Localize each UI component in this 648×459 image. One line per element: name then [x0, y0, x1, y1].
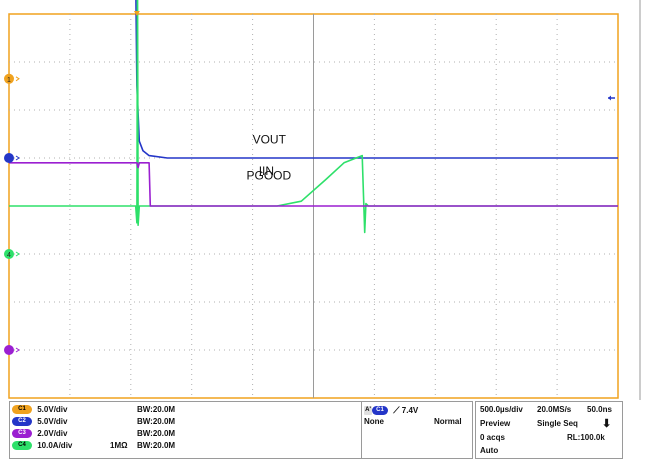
- channel-bw-c2: BW:20.0M: [137, 417, 176, 426]
- channel-row-c3[interactable]: C3 2.0V/div: [12, 428, 67, 440]
- trigger-mode-right: Normal: [434, 417, 462, 426]
- series-line-pgood: [9, 162, 618, 207]
- channel-arrow-3: [15, 251, 20, 257]
- channel-scale-c2: 5.0V/div: [37, 417, 68, 426]
- channel-scale-c1: 5.0V/div: [37, 405, 68, 414]
- channel-chip-c3[interactable]: C3: [12, 429, 32, 439]
- channel-arrow-2: [15, 155, 20, 161]
- trigger-panel[interactable]: A' C1 ⟋ 7.4V None Normal: [361, 401, 473, 459]
- rising-edge-icon: ⟋: [393, 405, 400, 415]
- waveform-plot: VINVOUTIINPGOOD14: [4, 0, 641, 458]
- acq-state: Preview: [480, 419, 511, 428]
- series-line-vout: [135, 0, 618, 159]
- channel-marker-2: [4, 153, 14, 163]
- channel-arrow-4: [15, 347, 20, 353]
- trigger-level-arrow: [608, 95, 611, 101]
- channel-row-c4[interactable]: C4 10.0A/div: [12, 440, 72, 452]
- timebase-panel[interactable]: 500.0µs/div 20.0MS/s 50.0ns Preview Sing…: [475, 401, 623, 459]
- acq-count: 0 acqs: [480, 433, 505, 442]
- channel-marker-label-3: 4: [7, 252, 11, 259]
- channel-arrow-1: [15, 76, 20, 82]
- arrow-down-icon: ⬇: [602, 418, 612, 430]
- record-length: RL:100.0k: [567, 433, 605, 442]
- channel-row-c2[interactable]: C2 5.0V/div: [12, 416, 67, 428]
- timebase-sample-rate: 20.0MS/s: [537, 405, 572, 414]
- trigger-level: 7.4V: [401, 406, 419, 415]
- channel-bw-c1: BW:20.0M: [137, 405, 176, 414]
- channel-bw-c3: BW:20.0M: [137, 429, 176, 438]
- timebase-resolution: 50.0ns: [587, 405, 612, 414]
- channel-bw-c4: BW:20.0M: [137, 441, 176, 450]
- channel-scale-c4: 10.0A/div: [37, 441, 73, 450]
- channel-coupling-c4: 1MΩ: [110, 441, 128, 450]
- annotation-iin: IIN: [259, 164, 274, 178]
- channel-chip-c1[interactable]: C1: [12, 405, 32, 415]
- trigger-auto: Auto: [480, 446, 499, 455]
- channel-marker-3: [4, 249, 14, 259]
- trigger-chip-a: A': [364, 406, 372, 416]
- channel-panel: C1 5.0V/div BW:20.0M C2 5.0V/div BW:20.0…: [9, 401, 363, 459]
- annotation-vout: VOUT: [253, 133, 287, 147]
- series-line-iin: [9, 0, 618, 234]
- trigger-position-marker: [133, 11, 140, 16]
- acq-mode: Single Seq: [537, 419, 578, 428]
- channel-row-c1[interactable]: C1 5.0V/div: [12, 404, 67, 416]
- channel-scale-c3: 2.0V/div: [37, 429, 68, 438]
- timebase-per-div: 500.0µs/div: [480, 405, 523, 414]
- annotation-pgood: PGOOD: [247, 169, 292, 183]
- channel-chip-c2[interactable]: C2: [12, 417, 32, 427]
- trigger-chip-c1: C1: [372, 406, 388, 416]
- channel-marker-4: [4, 345, 14, 355]
- channel-marker-1: [4, 73, 14, 84]
- channel-chip-c4[interactable]: C4: [12, 441, 32, 451]
- channel-marker-label-1: 1: [7, 77, 11, 84]
- trigger-mode-left: None: [364, 417, 384, 426]
- scope-screen: VINVOUTIINPGOOD14: [4, 0, 641, 458]
